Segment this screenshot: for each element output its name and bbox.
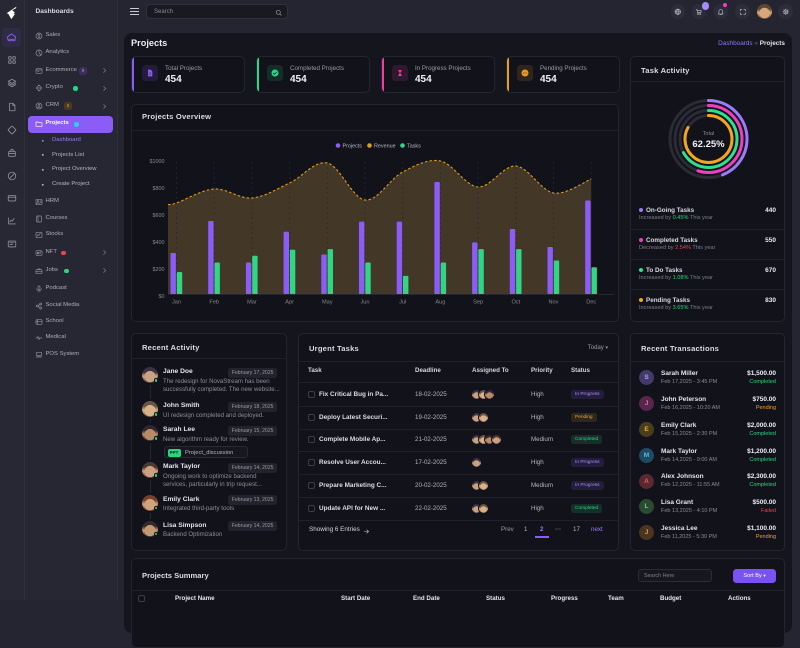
svg-text:Jan: Jan — [172, 300, 181, 306]
svg-text:$0: $0 — [159, 294, 165, 300]
svg-text:$400: $400 — [153, 240, 165, 246]
svg-text:Projects: Projects — [343, 144, 363, 150]
svg-text:Dec: Dec — [586, 300, 596, 306]
svg-text:$800: $800 — [153, 186, 165, 192]
svg-text:May: May — [322, 300, 333, 306]
svg-text:Feb: Feb — [209, 300, 219, 306]
svg-text:Tasks: Tasks — [407, 144, 421, 150]
svg-text:Revenue: Revenue — [374, 144, 396, 150]
svg-text:Jul: Jul — [399, 300, 406, 306]
svg-text:Mar: Mar — [247, 300, 257, 306]
svg-text:Oct: Oct — [511, 300, 520, 306]
svg-text:Jun: Jun — [360, 300, 369, 306]
svg-text:$600: $600 — [153, 213, 165, 219]
svg-text:Aug: Aug — [435, 300, 445, 306]
svg-text:$1000: $1000 — [150, 159, 165, 165]
svg-text:$200: $200 — [153, 267, 165, 273]
svg-text:62.25%: 62.25% — [692, 139, 725, 150]
svg-text:Sep: Sep — [473, 300, 483, 306]
svg-text:Total: Total — [703, 131, 715, 137]
svg-text:Apr: Apr — [285, 300, 294, 306]
svg-text:Nov: Nov — [549, 300, 559, 306]
